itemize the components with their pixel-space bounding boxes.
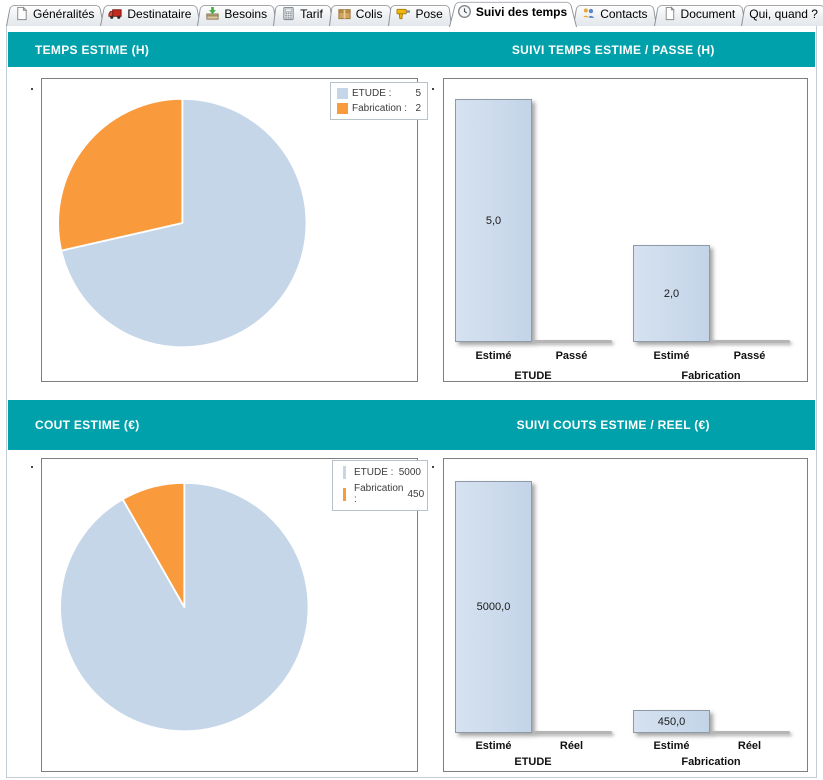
- tab-besoins[interactable]: Besoins: [197, 3, 277, 26]
- drill-icon: [396, 8, 411, 20]
- legend-value: 2: [415, 103, 421, 114]
- bar-zero-etude-réel: [532, 731, 612, 734]
- pie-couts: [59, 481, 310, 733]
- tick-dot: [31, 466, 33, 468]
- tab-label: Besoins: [224, 6, 268, 21]
- section-header-couts: COUT ESTIME (€) SUIVI COUTS ESTIME / REE…: [8, 400, 815, 450]
- bar-axis-label: Réel: [737, 740, 762, 752]
- bar-group-label: ETUDE: [514, 756, 552, 768]
- tab-contacts[interactable]: Contacts: [573, 3, 657, 26]
- bar-axis-label: Estimé: [653, 740, 690, 752]
- pie-slice-fabrication: [57, 97, 184, 252]
- legend-value: 450: [407, 488, 425, 500]
- bar-axis-label: Estimé: [475, 350, 512, 362]
- bar-fabrication-estimé: 2,0: [633, 245, 710, 342]
- truck-icon: [108, 9, 122, 19]
- title-suivi-couts: SUIVI COUTS ESTIME / REEL (€): [516, 418, 710, 432]
- inbox-arrow-icon: [206, 6, 219, 20]
- legend-row-fabrication: Fabrication : 450: [339, 483, 425, 505]
- legend-row-etude: ETUDE : 5: [337, 88, 421, 99]
- legend-label: ETUDE :: [354, 467, 394, 478]
- title-cout-estime: COUT ESTIME (€): [35, 418, 140, 432]
- tab-suivi-des-temps[interactable]: Suivi des temps: [449, 0, 577, 27]
- pie-temps: [57, 97, 308, 349]
- tab-label: Colis: [355, 6, 383, 21]
- bar-value-label: 450,0: [657, 715, 686, 728]
- bar-axis-label: Passé: [733, 350, 766, 362]
- legend-label: Fabrication :: [352, 103, 408, 114]
- tab-label: Qui, quand ?: [749, 6, 818, 21]
- bar-group-label: Fabrication: [681, 756, 741, 768]
- legend-temps: ETUDE : 5 Fabrication : 2: [330, 82, 428, 120]
- legend-label: Fabrication :: [354, 483, 404, 505]
- legend-row-fabrication: Fabrication : 2: [337, 103, 421, 114]
- tab-label: Document: [680, 6, 736, 21]
- tab-label: Généralités: [33, 6, 95, 21]
- bar-axis-label: Réel: [559, 740, 584, 752]
- tab-tarif[interactable]: Tarif: [273, 3, 333, 26]
- legend-value: 5000: [398, 467, 421, 478]
- legend-swatch-etude: [337, 88, 348, 99]
- bar-etude-estimé: 5000,0: [455, 481, 532, 733]
- tab-label: Contacts: [600, 6, 648, 21]
- bar-value-label: 2,0: [663, 287, 680, 300]
- page-icon: [17, 6, 28, 21]
- section-header-temps: TEMPS ESTIME (H) SUIVI TEMPS ESTIME / PA…: [8, 32, 815, 67]
- bar-group-label: ETUDE: [514, 370, 552, 382]
- pie-slice-fabrication: [121, 481, 186, 608]
- title-temps-estime: TEMPS ESTIME (H): [35, 42, 150, 57]
- bar-group-label: Fabrication: [681, 370, 741, 382]
- tab-pose[interactable]: Pose: [388, 3, 452, 26]
- tab-colis[interactable]: Colis: [329, 3, 393, 26]
- chart-pie-temps: [41, 78, 418, 382]
- tab-qui-quand[interactable]: Qui, quand ?: [741, 3, 823, 26]
- tab-label: Destinataire: [127, 6, 192, 21]
- bar-axis-label: Passé: [555, 350, 588, 362]
- bar-axis-label: Estimé: [653, 350, 690, 362]
- legend-label: ETUDE :: [352, 88, 392, 99]
- bar-axis-label: Estimé: [475, 740, 512, 752]
- tab-generalites[interactable]: Généralités: [6, 3, 104, 26]
- parcel-icon: [338, 9, 351, 20]
- chart-bar-couts: 5000,0 Estimé Réel 450,0 Estimé Réel ETUDE Fabr…: [443, 458, 808, 772]
- legend-swatch-fabrication: [343, 487, 346, 501]
- tick-dot: [31, 88, 33, 90]
- chart-bar-temps: 5,0 Estimé Passé 2,0 Estimé Passé ETUDE Fabrica…: [443, 78, 808, 382]
- legend-value: 5: [415, 88, 421, 99]
- bar-value-label: 5000,0: [476, 601, 511, 613]
- bar-zero-etude-passé: [532, 340, 612, 343]
- calculator-icon: [283, 6, 294, 21]
- bar-zero-fabrication-réel: [710, 731, 790, 734]
- title-suivi-temps: SUIVI TEMPS ESTIME / PASSE (H): [511, 42, 715, 57]
- tab-label: Suivi des temps: [475, 4, 568, 19]
- bar-zero-fabrication-passé: [710, 340, 790, 343]
- document-icon: [665, 6, 675, 21]
- tick-dot: [432, 466, 434, 468]
- bar-etude-estimé: 5,0: [455, 99, 532, 342]
- tab-document[interactable]: Document: [654, 3, 746, 26]
- people-icon: [582, 8, 595, 18]
- tab-label: Tarif: [300, 6, 323, 21]
- tab-label: Pose: [415, 6, 443, 21]
- pie-slice-etude: [60, 97, 308, 349]
- bar-fabrication-estimé: 450,0: [633, 710, 710, 733]
- legend-couts: ETUDE : 5000 Fabrication : 450: [332, 460, 428, 511]
- tick-dot: [432, 88, 434, 90]
- bar-value-label: 5,0: [485, 214, 502, 227]
- clock-icon: [457, 5, 471, 18]
- legend-row-etude: ETUDE : 5000: [339, 466, 421, 479]
- legend-swatch-etude: [343, 466, 346, 479]
- tab-bar: Généralités Destinataire Besoins Tarif C…: [0, 0, 823, 26]
- legend-swatch-fabrication: [337, 103, 348, 114]
- tab-destinataire[interactable]: Destinataire: [100, 3, 201, 26]
